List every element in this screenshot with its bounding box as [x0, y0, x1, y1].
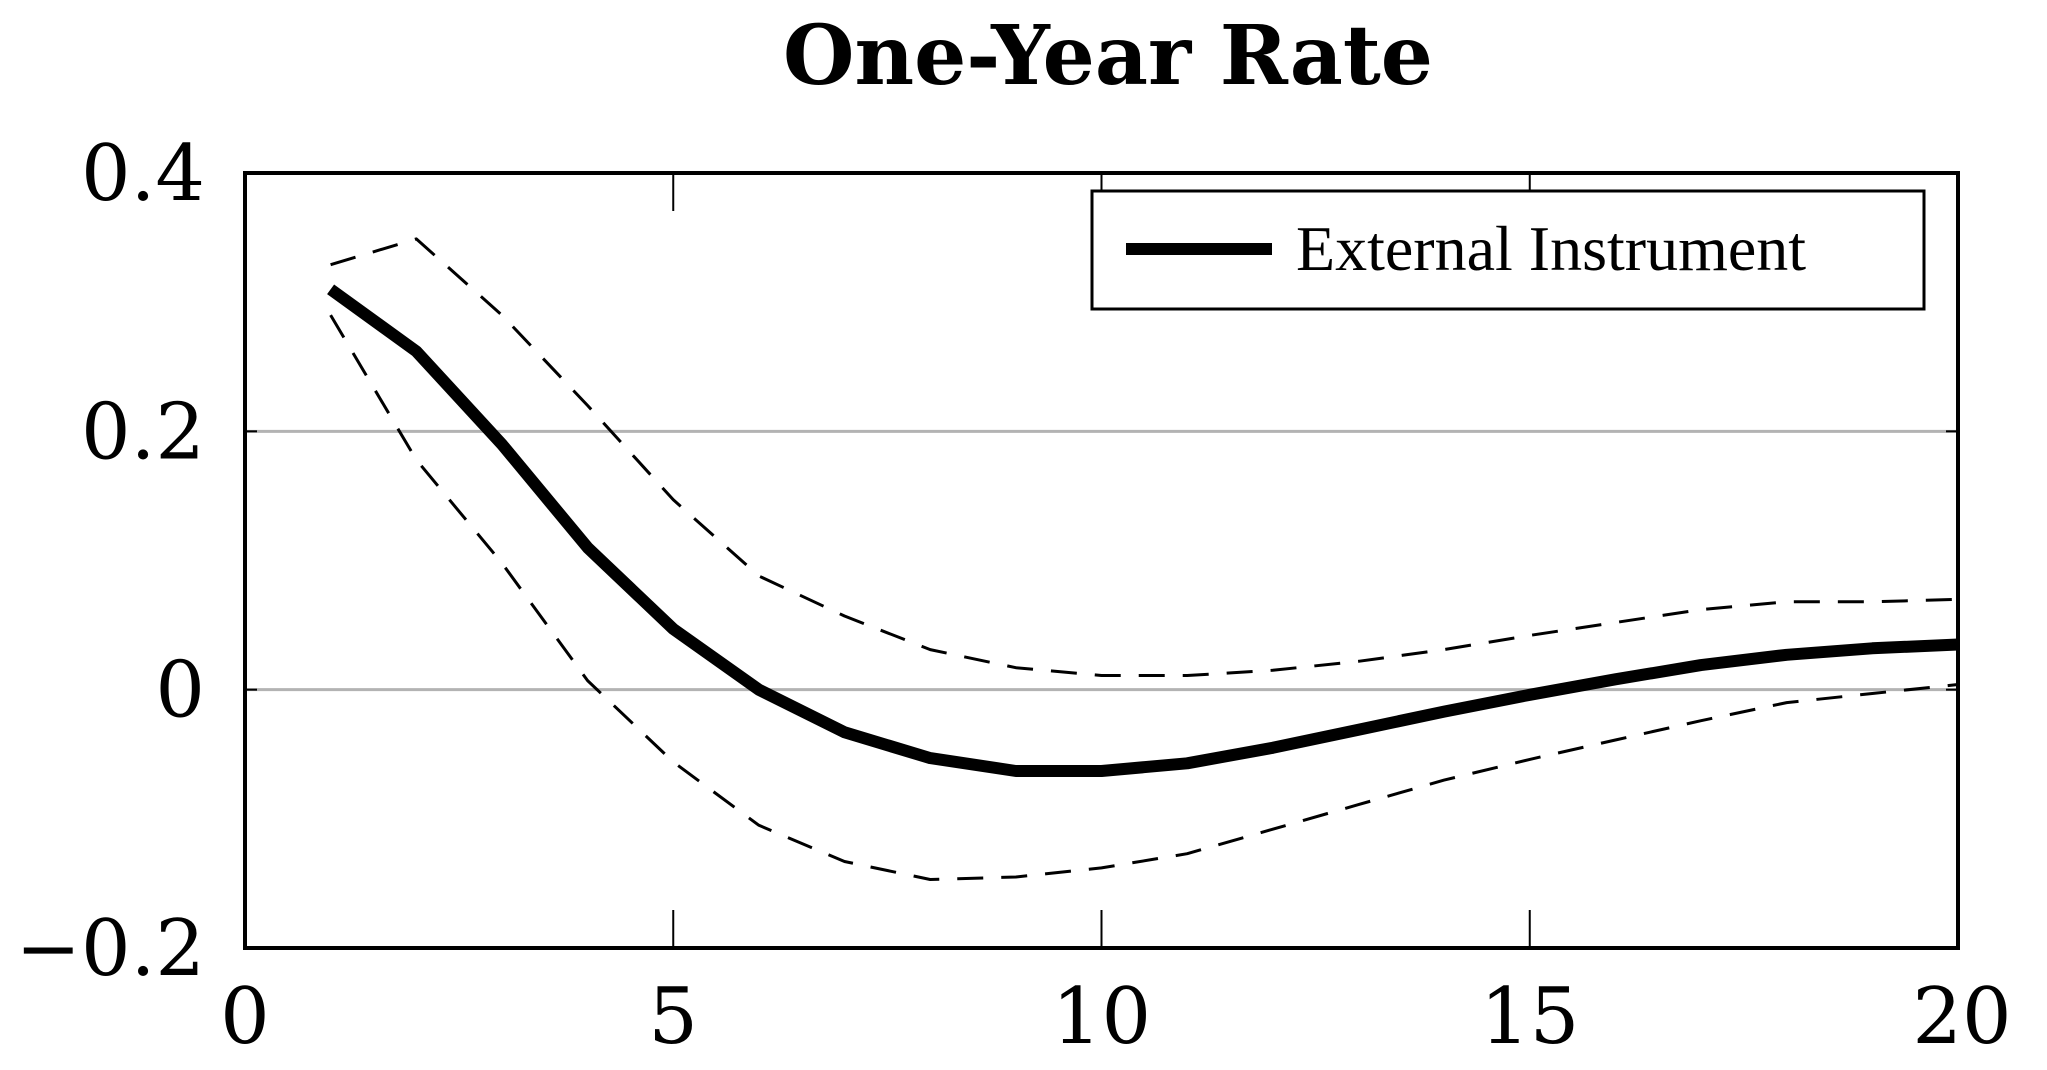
x-tick-label: 20: [1912, 972, 2011, 1062]
chart-title: One-Year Rate: [783, 8, 1433, 104]
y-tick-label: 0: [155, 646, 205, 736]
y-tick-label: −0.2: [16, 904, 205, 994]
x-tick-label: 15: [1480, 972, 1579, 1062]
series-line-lower-band: [331, 315, 1958, 879]
x-tick-label: 0: [220, 972, 270, 1062]
x-tick-label: 10: [1052, 972, 1151, 1062]
series-lines: [331, 239, 1958, 880]
y-tick-label: 0.2: [81, 387, 205, 477]
legend-label-external-instrument: External Instrument: [1296, 213, 1806, 284]
legend: External Instrument: [1092, 191, 1924, 309]
y-tick-label: 0.4: [81, 129, 205, 219]
x-tick-label: 5: [648, 972, 698, 1062]
grid: [245, 431, 1958, 689]
series-line-external-instrument: [331, 289, 1958, 771]
